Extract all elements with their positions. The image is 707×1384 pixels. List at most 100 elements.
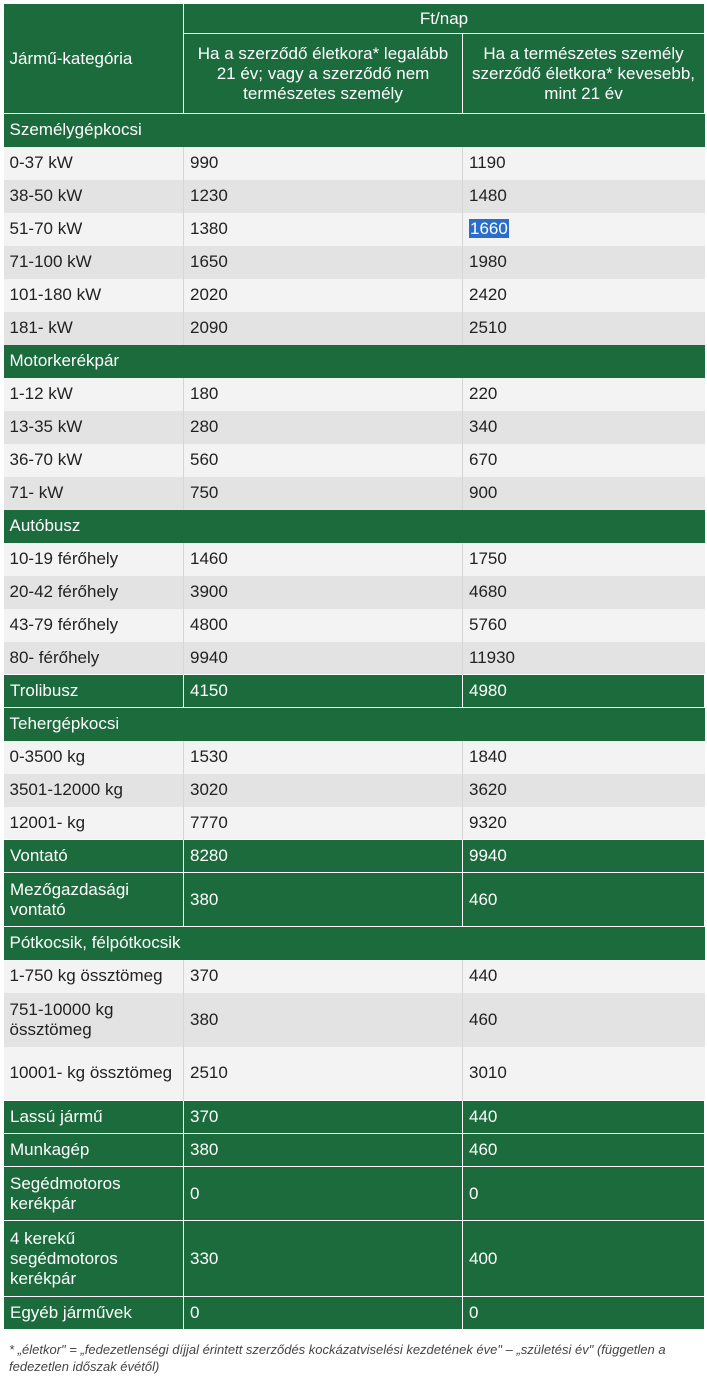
table-row: 71- kW 750 900 <box>3 476 705 510</box>
row-label: 51-70 kW <box>3 212 184 246</box>
price-adult: 4150 <box>183 674 463 708</box>
table-row: 36-70 kW 560 670 <box>3 443 705 477</box>
price-young: 1190 <box>461 146 705 180</box>
category-row: Segédmotoros kerékpár 0 0 <box>3 1166 706 1221</box>
price-adult: 2090 <box>183 311 463 345</box>
row-label: Mezőgazdasági vontató <box>3 872 184 927</box>
row-label: 1-750 kg össztömeg <box>3 959 184 993</box>
category-row: Mezőgazdasági vontató 380 460 <box>3 872 706 927</box>
price-adult: 330 <box>183 1220 463 1297</box>
price-young: 0 <box>461 1166 706 1221</box>
table-row: 101-180 kW 2020 2420 <box>3 278 705 312</box>
section-label: Tehergépkocsi <box>3 707 705 741</box>
row-label: Lassú jármű <box>3 1100 184 1134</box>
header-category: Jármű-kategória <box>3 3 184 114</box>
price-young: 1750 <box>461 542 705 576</box>
price-adult: 3020 <box>183 773 463 807</box>
price-young: 3620 <box>461 773 705 807</box>
table-row: 12001- kg 7770 9320 <box>3 806 705 840</box>
row-label: Segédmotoros kerékpár <box>3 1166 184 1221</box>
price-adult: 990 <box>183 146 463 180</box>
price-adult: 8280 <box>183 839 463 873</box>
table-row: 751-10000 kg össztömeg 380 460 <box>3 992 705 1047</box>
category-row: Egyéb járművek 0 0 <box>3 1296 706 1330</box>
price-young: 340 <box>461 410 705 444</box>
table-row: 71-100 kW 1650 1980 <box>3 245 705 279</box>
row-label: 0-37 kW <box>3 146 184 180</box>
table-body: Személygépkocsi 0-37 kW 990 1190 38-50 kW 123… <box>3 113 706 1330</box>
price-young: 460 <box>461 1133 706 1167</box>
price-young: 9940 <box>461 839 706 873</box>
row-label: 0-3500 kg <box>3 740 184 774</box>
table-row: 80- férőhely 9940 11930 <box>3 641 705 675</box>
row-label: Munkagép <box>3 1133 184 1167</box>
table-subheader-row: Ha a szerződő életkora* legalább 21 év; … <box>4 33 706 114</box>
price-young: 0 <box>461 1296 706 1330</box>
row-label: 10-19 férőhely <box>3 542 184 576</box>
category-row: 4 kerekű segédmotoros kerékpár 330 400 <box>3 1220 706 1297</box>
table-row: 13-35 kW 280 340 <box>3 410 705 444</box>
price-adult: 1650 <box>183 245 463 279</box>
row-label: 10001- kg össztömeg <box>3 1046 184 1101</box>
table-row: 1-750 kg össztömeg 370 440 <box>3 959 705 993</box>
table-row: 10-19 férőhely 1460 1750 <box>3 542 705 576</box>
price-young: 4980 <box>461 674 706 708</box>
row-label: Vontató <box>3 839 184 873</box>
table-header-row: Jármű-kategória Ft/nap <box>3 3 706 114</box>
price-adult: 0 <box>183 1296 463 1330</box>
price-adult: 380 <box>183 1133 463 1167</box>
row-label: 181- kW <box>3 311 184 345</box>
section-row: Pótkocsik, félpótkocsik <box>3 926 705 960</box>
price-young: 900 <box>461 476 705 510</box>
price-young: 5760 <box>461 608 705 642</box>
price-young: 3010 <box>461 1046 705 1101</box>
table-row: 0-37 kW 990 1190 <box>3 146 705 180</box>
price-young: 440 <box>461 959 705 993</box>
price-young: 1480 <box>461 179 705 213</box>
section-label: Motorkerékpár <box>3 344 705 378</box>
price-young: 220 <box>461 377 705 411</box>
table-row: 10001- kg össztömeg 2510 3010 <box>3 1046 705 1101</box>
section-row: Személygépkocsi <box>3 113 705 147</box>
table-row: 1-12 kW 180 220 <box>3 377 705 411</box>
table-row: 20-42 férőhely 3900 4680 <box>3 575 705 609</box>
price-adult: 1230 <box>183 179 463 213</box>
table-row: 43-79 férőhely 4800 5760 <box>3 608 705 642</box>
table-row: 0-3500 kg 1530 1840 <box>3 740 705 774</box>
header-young-column: Ha a természetes személy szerződő életko… <box>461 33 706 114</box>
price-adult: 2510 <box>183 1046 463 1101</box>
header-adult-column: Ha a szerződő életkora* legalább 21 év; … <box>183 33 463 114</box>
row-label: 20-42 férőhely <box>3 575 184 609</box>
price-young: 2510 <box>461 311 705 345</box>
fee-table-container: Jármű-kategória Ft/nap Ha a szerződő éle… <box>3 3 706 1330</box>
price-adult: 280 <box>183 410 463 444</box>
section-label: Pótkocsik, félpótkocsik <box>3 926 705 960</box>
price-adult: 370 <box>183 959 463 993</box>
header-unit: Ft/nap <box>182 3 706 34</box>
price-adult: 1380 <box>183 212 463 246</box>
row-label: 101-180 kW <box>3 278 184 312</box>
row-label: Trolibusz <box>3 674 184 708</box>
price-adult: 560 <box>183 443 463 477</box>
price-adult: 1460 <box>183 542 463 576</box>
selected-text: 1660 <box>469 219 509 238</box>
section-label: Autóbusz <box>3 509 705 543</box>
price-young: 4680 <box>461 575 705 609</box>
table-row: 38-50 kW 1230 1480 <box>3 179 705 213</box>
row-label: 80- férőhely <box>3 641 184 675</box>
row-label: Egyéb járművek <box>3 1296 184 1330</box>
category-row: Vontató 8280 9940 <box>3 839 706 873</box>
price-adult: 380 <box>183 872 463 927</box>
price-young: 670 <box>461 443 705 477</box>
price-adult: 4800 <box>183 608 463 642</box>
row-label: 13-35 kW <box>3 410 184 444</box>
section-label: Személygépkocsi <box>3 113 705 147</box>
price-adult: 3900 <box>183 575 463 609</box>
price-young: 440 <box>461 1100 706 1134</box>
footnote: * „életkor" = „fedezetlenségi díjjal éri… <box>9 1342 666 1374</box>
price-young: 460 <box>461 872 706 927</box>
price-young: 400 <box>461 1220 706 1297</box>
price-adult: 380 <box>183 992 463 1047</box>
price-adult: 2020 <box>183 278 463 312</box>
price-adult: 370 <box>183 1100 463 1134</box>
